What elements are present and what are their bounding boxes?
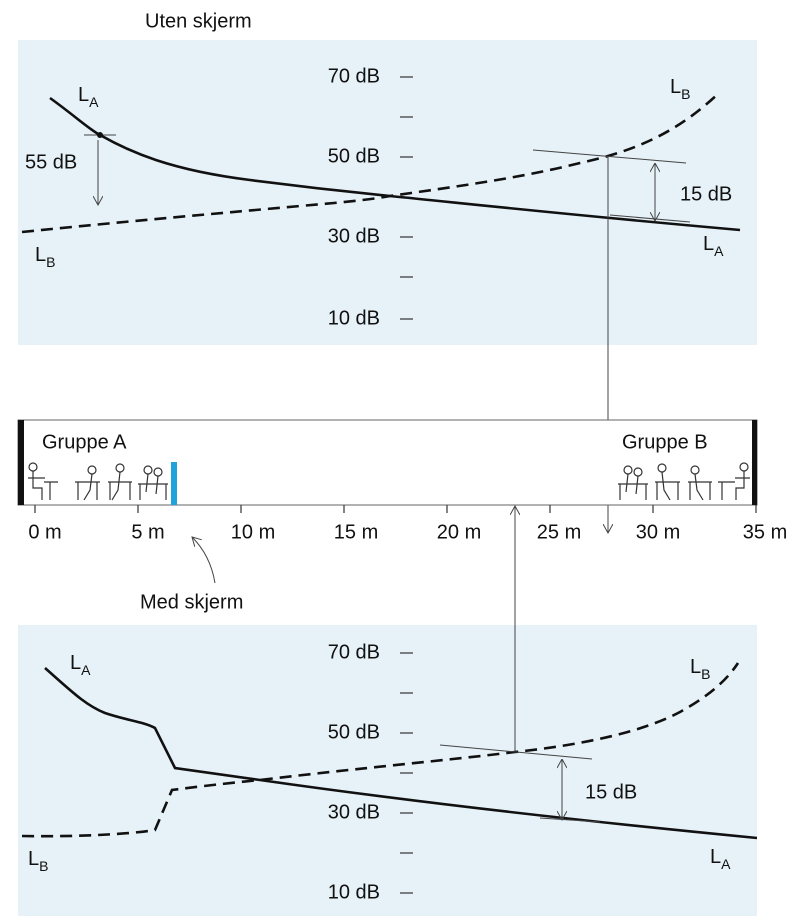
level-label: 70 dB: [328, 641, 380, 663]
distance-label: 5 m: [131, 521, 164, 543]
distance-label: 15 m: [334, 521, 378, 543]
curve-lb: [21, 662, 740, 838]
distance-label: 25 m: [537, 521, 581, 543]
panel-background: [18, 625, 757, 916]
room: [17, 419, 758, 506]
level-label: 50 dB: [328, 721, 380, 743]
level-ticks: [400, 76, 413, 320]
level-label: 10 dB: [328, 881, 380, 903]
level-label: 30 dB: [328, 225, 380, 247]
level-label: 70 dB: [328, 65, 380, 87]
annotation: 15 dB: [680, 183, 732, 205]
panel-title: Uten skjerm: [145, 10, 252, 32]
annotation: 15 dB: [585, 781, 637, 803]
reference-dot: [97, 132, 103, 138]
tangent-line: [539, 817, 601, 823]
curved-arrow: [192, 537, 216, 584]
tangent-line: [532, 149, 687, 164]
curve-label: LB: [670, 76, 690, 101]
group-label: Gruppe B: [622, 431, 708, 453]
screen-label: Med skjerm: [140, 591, 243, 613]
distance-label: 30 m: [636, 521, 680, 543]
curve-label: LA: [70, 652, 91, 677]
wall: [752, 420, 757, 505]
wall: [18, 420, 24, 505]
distance-label: 35 m: [743, 521, 787, 543]
curve-label: LB: [28, 848, 48, 873]
distance-label: 10 m: [231, 521, 275, 543]
curve-label: LB: [690, 656, 710, 681]
curve-label: LB: [35, 244, 55, 269]
level-label: 30 dB: [328, 801, 380, 823]
distance-scale: [34, 505, 757, 513]
distance-label: 0 m: [28, 521, 61, 543]
curve-label: LA: [703, 233, 724, 258]
group-label: Gruppe A: [42, 431, 127, 453]
level-ticks: [400, 652, 413, 894]
curve-label: LA: [78, 84, 99, 109]
panel-background: [18, 40, 757, 345]
screen: [171, 462, 177, 505]
tangent-line: [439, 744, 593, 760]
curve-label: LA: [710, 846, 731, 871]
level-label: 10 dB: [328, 307, 380, 329]
level-label: 50 dB: [328, 145, 380, 167]
curve-lb: [21, 91, 721, 234]
annotation: 55 dB: [25, 151, 77, 173]
people-icons: [28, 462, 750, 501]
distance-label: 20 m: [437, 521, 481, 543]
curve-la: [44, 667, 758, 840]
